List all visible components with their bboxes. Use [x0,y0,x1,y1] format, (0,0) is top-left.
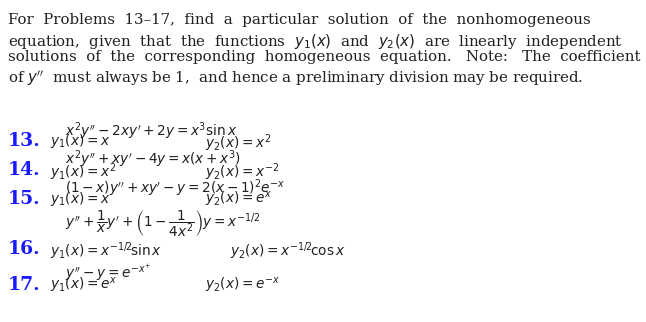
Text: $y_1(x) = x^{-1/2}\!\sin x$: $y_1(x) = x^{-1/2}\!\sin x$ [50,240,162,261]
Text: $y_1(x) = x$: $y_1(x) = x$ [50,132,110,150]
Text: $y_2(x) = e^x$: $y_2(x) = e^x$ [205,190,272,209]
Text: $(1 - x)y'' + xy' - y = 2(x - 1)^2 e^{-x}$: $(1 - x)y'' + xy' - y = 2(x - 1)^2 e^{-x… [65,177,286,199]
Text: $y_2(x) = x^2$: $y_2(x) = x^2$ [205,132,271,154]
Text: 15.: 15. [8,190,41,208]
Text: $x^2y'' + xy' - 4y = x(x + x^3)$: $x^2y'' + xy' - 4y = x(x + x^3)$ [65,148,241,170]
Text: 13.: 13. [8,132,41,150]
Text: $y_1(x) = e^x$: $y_1(x) = e^x$ [50,276,117,295]
Text: 14.: 14. [8,161,41,179]
Text: 17.: 17. [8,276,41,294]
Text: $y_2(x) = x^{-2}$: $y_2(x) = x^{-2}$ [205,161,279,183]
Text: 16.: 16. [8,240,41,258]
Text: $y_1(x) = x^2$: $y_1(x) = x^2$ [50,161,116,183]
Text: equation,  given  that  the  functions  $y_1(x)$  and  $y_2(x)$  are  linearly  : equation, given that the functions $y_1(… [8,32,623,51]
Text: $y_2(x) = x^{-1/2}\!\cos x$: $y_2(x) = x^{-1/2}\!\cos x$ [230,240,346,261]
Text: $y'' - y = e^{-x^{+}}$: $y'' - y = e^{-x^{+}}$ [65,263,151,284]
Text: solutions  of  the  corresponding  homogeneous  equation.   Note:   The  coeffic: solutions of the corresponding homogeneo… [8,50,640,64]
Text: $x^2y'' - 2xy' + 2y = x^3 \sin x$: $x^2y'' - 2xy' + 2y = x^3 \sin x$ [65,120,237,142]
Text: $y_1(x) = x$: $y_1(x) = x$ [50,190,110,208]
Text: For  Problems  13–17,  find  a  particular  solution  of  the  nonhomogeneous: For Problems 13–17, find a particular so… [8,13,590,27]
Text: $y_2(x) = e^{-x}$: $y_2(x) = e^{-x}$ [205,276,280,295]
Text: of $y''$  must always be 1,  and hence a preliminary division may be required.: of $y''$ must always be 1, and hence a p… [8,69,583,88]
Text: $y'' + \dfrac{1}{x}y' + \left(1 - \dfrac{1}{4x^2}\right)y = x^{-1/2}$: $y'' + \dfrac{1}{x}y' + \left(1 - \dfrac… [65,208,260,239]
